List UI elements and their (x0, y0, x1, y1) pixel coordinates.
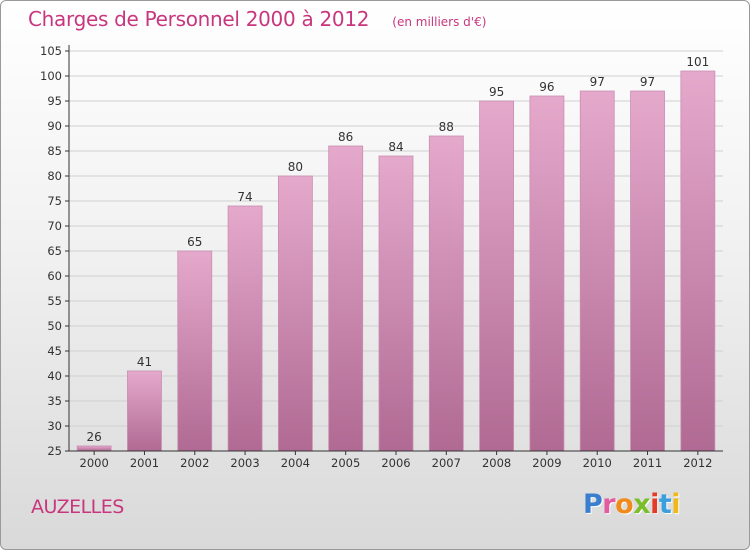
data-label-2009: 96 (539, 80, 554, 94)
bar-2006 (378, 155, 414, 452)
y-tick-label: 55 (47, 294, 62, 308)
y-tick-label: 90 (47, 119, 62, 133)
bar-2004 (277, 175, 313, 452)
x-tick-label-2001: 2001 (130, 456, 159, 470)
logo-letter: r (602, 489, 616, 520)
bar-2010 (579, 90, 615, 452)
x-tick-label-2012: 2012 (683, 456, 712, 470)
x-tick-label-2006: 2006 (381, 456, 410, 470)
chart-title: Charges de Personnel 2000 à 2012 (28, 7, 370, 31)
y-tick-label: 95 (47, 94, 62, 108)
bar-2001 (127, 370, 162, 452)
y-tick-label: 30 (47, 419, 62, 433)
y-tick-label: 70 (47, 219, 62, 233)
y-tick-label: 100 (40, 69, 62, 83)
bar-2000 (76, 445, 112, 452)
bar-2008 (479, 100, 515, 452)
data-label-2003: 74 (237, 190, 252, 204)
y-tick-label: 40 (47, 369, 62, 383)
y-tick-label: 75 (47, 194, 62, 208)
y-tick-label: 50 (47, 319, 62, 333)
commune-name: AUZELLES (31, 496, 124, 518)
logo-letter: o (615, 489, 634, 520)
x-tick-label-2005: 2005 (331, 456, 360, 470)
bar-2007 (428, 135, 464, 452)
data-label-2006: 84 (388, 140, 403, 154)
data-label-2001: 41 (137, 355, 152, 369)
bar-2003 (227, 205, 263, 452)
data-label-2008: 95 (489, 85, 504, 99)
x-tick-label-2007: 2007 (432, 456, 461, 470)
axis-layer: 25 30 35 40 45 50 55 60 65 70 75 80 85 90 95 100 105 2000… (40, 44, 723, 470)
y-tick-label: 45 (47, 344, 62, 358)
data-label-2000: 26 (87, 430, 102, 444)
x-tick-label-2010: 2010 (583, 456, 612, 470)
logo-letter: i (671, 489, 681, 520)
data-label-2010: 97 (590, 75, 605, 89)
data-label-2004: 80 (288, 160, 303, 174)
x-tick-label-2003: 2003 (230, 456, 259, 470)
data-label-2007: 88 (439, 120, 454, 134)
logo-letter: x (633, 489, 651, 520)
chart-header: Charges de Personnel 2000 à 2012 (en mil… (28, 7, 486, 31)
logo-letter: i (650, 489, 659, 520)
logo-letter: P (583, 489, 603, 520)
y-tick-label: 60 (47, 269, 62, 283)
x-tick-label-2000: 2000 (80, 456, 109, 470)
x-tick-label-2002: 2002 (180, 456, 209, 470)
x-tick-label-2009: 2009 (532, 456, 561, 470)
bar-2009 (529, 95, 565, 452)
x-tick-label-2004: 2004 (281, 456, 310, 470)
data-label-2002: 65 (187, 235, 202, 249)
y-tick-label: 65 (47, 244, 62, 258)
x-tick-label-2008: 2008 (482, 456, 511, 470)
logo-letter: t (658, 489, 672, 520)
chart-subtitle: (en milliers d'€) (392, 15, 487, 29)
data-label-2012: 101 (686, 55, 709, 69)
y-tick-label: 25 (47, 444, 62, 458)
proxiti-logo: Proxiti (583, 489, 681, 520)
bar-layer (76, 70, 716, 452)
bar-2012 (680, 70, 716, 452)
y-tick-label: 80 (47, 169, 62, 183)
y-tick-label: 35 (47, 394, 62, 408)
data-label-2005: 86 (338, 130, 353, 144)
data-label-2011: 97 (640, 75, 655, 89)
x-tick-label-2011: 2011 (633, 456, 662, 470)
bar-2005 (328, 145, 364, 452)
label-layer: 26 41 65 74 80 86 84 88 95 96 97 97 101 (87, 55, 710, 444)
y-tick-label: 105 (40, 44, 62, 58)
bar-2002 (177, 250, 213, 452)
bar-2011 (630, 90, 665, 452)
y-tick-label: 85 (47, 144, 62, 158)
